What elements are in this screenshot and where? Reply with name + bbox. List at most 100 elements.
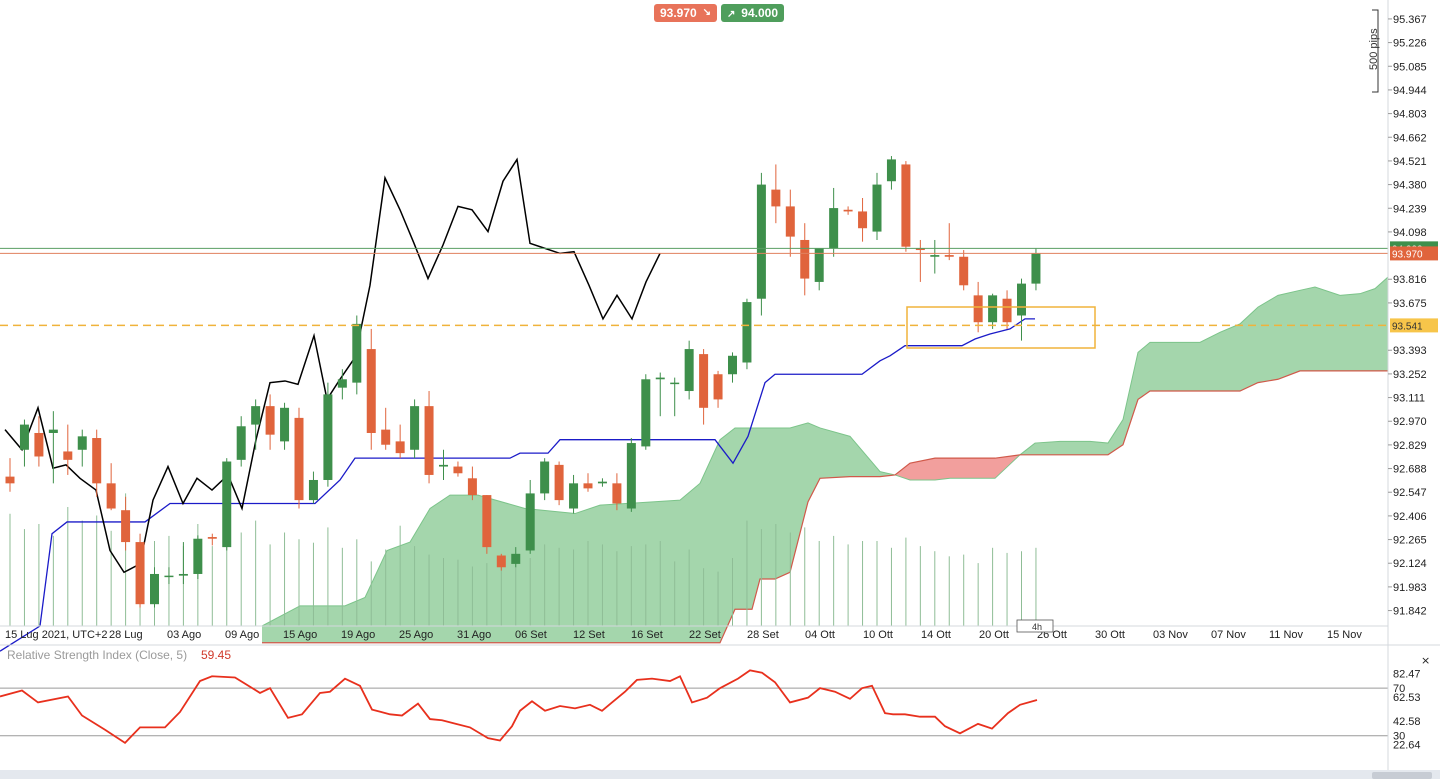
cloud-segment [387,542,410,643]
candle [655,377,665,380]
price-tick-label: 92.265 [1393,535,1427,547]
time-tick-label: 20 Ott [979,629,1009,641]
bid-price: 93.970 [660,6,697,20]
price-tick-label: 93.816 [1393,274,1427,286]
cloud-segment [790,422,808,573]
cloud-segment [1138,342,1150,400]
cloud-segment [950,458,995,479]
cloud-segment [1060,441,1090,455]
price-tick-label: 95.085 [1393,61,1427,73]
cloud-segment [1220,323,1240,392]
selection-rectangle[interactable] [906,306,1096,349]
price-tick-label: 92.688 [1393,464,1427,476]
rsi-tick-label: 30 [1393,731,1405,743]
cloud-segment [300,605,345,643]
candle [251,406,261,425]
scrollbar-thumb[interactable] [1372,772,1432,779]
bid-price-badge[interactable]: 93.970 ↘ [654,4,717,22]
candle [337,379,347,388]
cloud-segment [1090,441,1108,455]
candle [1031,253,1041,284]
candle [178,573,188,576]
candle [193,538,203,574]
cloud-segment [1108,419,1123,455]
candles[interactable] [5,156,1041,608]
price-tick-label: 94.098 [1393,227,1427,239]
candle [713,374,723,400]
time-tick-label: 04 Ott [805,629,835,641]
cloud-segment [1315,286,1340,371]
timeframe-label: 4h [1032,622,1042,632]
price-tick-label: 93.675 [1393,298,1427,310]
candle [583,483,593,489]
price-tick-label: 95.367 [1393,14,1427,26]
cloud-segment [720,427,735,643]
cloud-segment [700,439,720,643]
tenkan-line [0,318,1035,652]
cloud-segment [775,427,790,580]
timeframe-marker[interactable]: 4h [1016,619,1054,633]
pips-label: 500 pips [1368,28,1380,70]
price-tick-label: 92.124 [1393,558,1427,570]
cloud-segment [600,500,680,643]
candle [63,451,73,460]
cloud-segment [1300,286,1315,371]
cloud-segment [1200,332,1220,392]
close-icon[interactable]: × [1421,654,1430,667]
cloud-segment [935,458,950,480]
cloud-segment [1035,441,1060,455]
cloud-segment [1340,293,1360,371]
price-tick-label: 93.111 [1393,393,1425,405]
arrow-down-right-icon: ↘ [702,7,711,18]
arrow-up-right-icon: ↗ [727,9,736,20]
price-tick-label: 93.393 [1393,345,1427,357]
ask-price: 94.000 [741,6,778,20]
candle [597,481,607,484]
candle [858,211,868,229]
cloud-segment [850,436,880,477]
candle [121,510,131,543]
price-tick-label: 94.239 [1393,203,1427,215]
candle [280,407,290,442]
rsi-line [0,669,1038,745]
time-tick-label: 12 Set [573,629,605,641]
time-axis[interactable]: 15 Lug 2021, UTC+2 28 Lug 03 Ago 09 Ago 15 A… [0,625,1388,641]
candle [670,382,680,385]
candle [756,184,766,299]
bid-price-label: 93.970 [1392,249,1423,260]
candle [973,295,983,323]
time-tick-label: 09 Ago [225,629,259,641]
candle [482,495,492,548]
price-tick-label: 94.944 [1393,85,1427,97]
price-tick-label: 93.252 [1393,369,1427,381]
chikou-span [4,157,661,574]
candle [785,206,795,237]
candle [164,575,174,578]
cloud-segment [1375,275,1390,371]
ask-price-badge[interactable]: ↗ 94.000 [721,4,784,22]
time-tick-label: 22 Set [689,629,721,641]
time-tick-label: 30 Ott [1095,629,1125,641]
price-tick-label: 95.226 [1393,38,1427,50]
candle [901,164,911,247]
time-tick-label: 03 Ago [167,629,201,641]
candle [872,184,882,232]
horizontal-scrollbar[interactable] [0,770,1440,779]
candle [944,255,954,257]
candle [48,429,58,433]
time-tick-label: 14 Ott [921,629,951,641]
candle [915,248,925,251]
cloud-segment [1240,307,1258,392]
level-price-label: 93.541 [1392,321,1423,332]
time-tick-label: 03 Nov [1153,629,1188,641]
candle [294,417,304,501]
candle [34,432,44,457]
cloud-segment [262,605,300,643]
candle [959,256,969,286]
cloud-segment [735,427,752,610]
candle [381,429,391,445]
candle [92,438,102,484]
price-axis[interactable]: 95.367 95.226 95.085 94.944 94.803 94.662 94.5… [1387,0,1440,645]
time-tick-label: 15 Lug 2021, UTC+2 [5,629,107,641]
